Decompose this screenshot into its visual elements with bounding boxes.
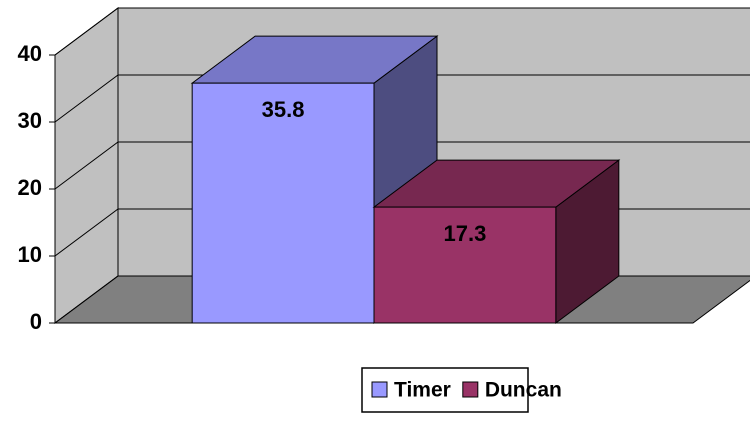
- legend: Timer Duncan: [371, 379, 562, 402]
- grid-line: [54, 74, 750, 123]
- y-tick-label: 40: [18, 41, 42, 66]
- bar: [191, 82, 375, 324]
- y-tick-label: 30: [18, 108, 42, 133]
- legend-label: Duncan: [485, 379, 562, 402]
- data-label: 35.8: [262, 97, 305, 122]
- y-tick-label: 20: [18, 175, 42, 200]
- grid-line: [54, 7, 750, 56]
- bar: [373, 206, 557, 324]
- legend-label: Timer: [394, 379, 451, 402]
- legend-swatch: [462, 381, 479, 398]
- y-tick-label: 10: [18, 242, 42, 267]
- y-tick-label: 0: [30, 309, 42, 334]
- data-label: 17.3: [444, 221, 487, 246]
- legend-swatch: [371, 381, 388, 398]
- plot-area: 0 10 20 30 40 35.8 17.3: [18, 7, 750, 334]
- grid-line: [54, 141, 750, 190]
- legend-box: [361, 367, 529, 413]
